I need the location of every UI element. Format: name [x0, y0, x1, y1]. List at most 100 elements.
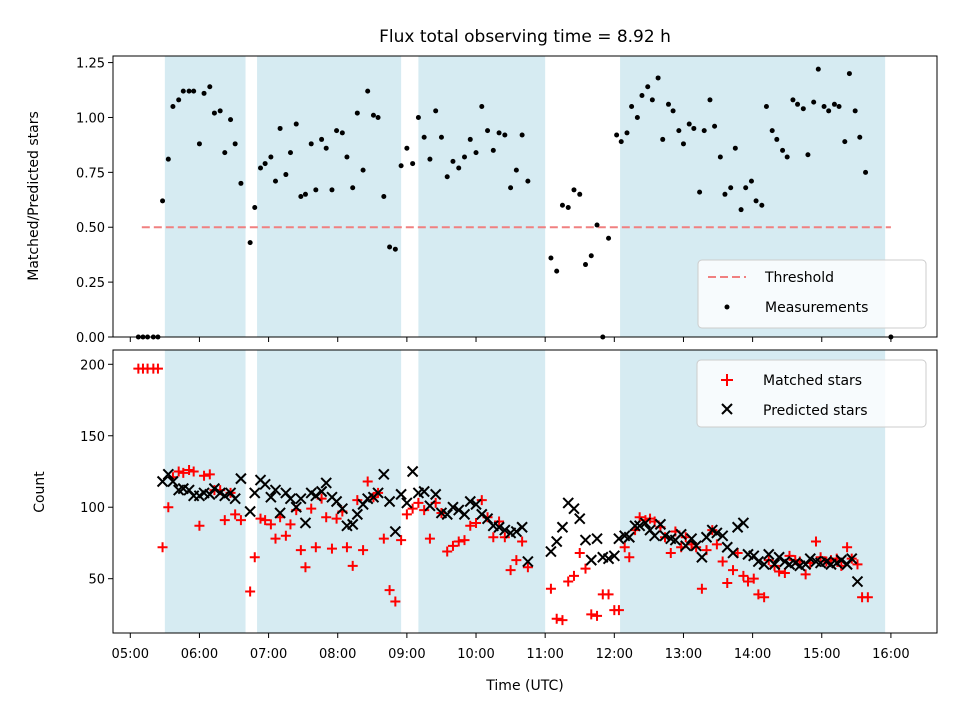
measurement-point [857, 134, 863, 140]
predicted-star-marker [685, 532, 698, 545]
top-y-tick-label: 0.25 [76, 276, 105, 291]
x-tick-label: 06:00 [181, 647, 218, 662]
measurement-point [519, 132, 525, 138]
measurement-point [354, 110, 360, 116]
legend-measurement-swatch [724, 304, 730, 310]
measurement-point [618, 139, 624, 145]
x-tick-label: 14:00 [734, 647, 771, 662]
measurement-point [639, 93, 645, 99]
predicted-star-marker [716, 530, 729, 542]
matched-star-marker [522, 562, 533, 573]
measurement-point [722, 191, 728, 197]
bottom-y-axis-label: Count [32, 471, 48, 513]
predicted-star-marker [602, 552, 615, 565]
measurement-point [180, 88, 186, 94]
matched-star-marker [748, 573, 759, 584]
measurement-point [691, 125, 697, 131]
bottom-legend-box [696, 359, 927, 428]
top-y-tick-label: 1.25 [76, 57, 105, 72]
top-y-tick-label: 0.50 [76, 221, 105, 236]
top-panel-frame [112, 55, 938, 338]
x-tick-label: 16:00 [872, 647, 909, 662]
predicted-star-marker [219, 490, 231, 502]
measurement-point [329, 187, 335, 193]
measurement-point [217, 108, 223, 114]
measurement-point [350, 185, 356, 191]
matched-star-marker [738, 570, 749, 581]
bottom-y-tick-label: 100 [80, 501, 105, 516]
measurement-point [795, 101, 801, 107]
matched-star-marker [378, 533, 389, 544]
measurement-point [427, 156, 433, 162]
bottom-y-tick-label: 50 [88, 573, 105, 588]
measurement-point [207, 84, 213, 90]
matched-star-marker [358, 545, 369, 556]
measurement-point [211, 110, 217, 116]
predicted-star-marker [846, 552, 858, 565]
matched-star-marker [722, 577, 733, 588]
matched-star-marker [419, 505, 430, 516]
measurement-point [831, 101, 837, 107]
matched-star-marker [204, 469, 215, 480]
predicted-star-marker [470, 498, 482, 511]
predicted-star-marker [579, 534, 592, 546]
predicted-star-marker [336, 502, 349, 515]
matched-star-marker [401, 509, 412, 520]
predicted-star-marker [401, 497, 413, 509]
matched-star-marker [842, 542, 853, 553]
matched-star-marker [784, 550, 795, 561]
predicted-star-marker [299, 517, 312, 529]
measurement-point [490, 147, 496, 153]
matched-star-marker [759, 592, 770, 603]
predicted-star-marker [493, 521, 505, 533]
predicted-star-marker [372, 487, 384, 499]
predicted-star-marker [752, 555, 765, 568]
measurement-point [748, 178, 754, 184]
matched-star-marker [505, 565, 516, 576]
matched-star-marker [331, 513, 342, 524]
matched-star-marker [326, 543, 337, 554]
matched-star-marker [499, 532, 510, 543]
predicted-star-marker [429, 488, 442, 501]
measurement-point [712, 123, 718, 129]
matched-star-marker [163, 502, 174, 513]
matched-star-marker [184, 465, 195, 476]
measurement-point [461, 154, 467, 160]
matched-star-marker [753, 589, 764, 600]
matched-star-marker [285, 519, 296, 530]
predicted-star-marker [249, 487, 261, 499]
predicted-star-marker [556, 521, 569, 533]
x-tick-label: 05:00 [112, 647, 149, 662]
measurement-point [805, 152, 811, 158]
matched-star-marker [194, 520, 205, 531]
measurement-point [645, 84, 651, 90]
predicted-star-marker [851, 575, 864, 588]
predicted-star-marker [320, 477, 332, 489]
top-legend: Threshold Measurements [697, 259, 927, 329]
predicted-star-marker [711, 527, 723, 539]
measurement-point [165, 156, 171, 162]
measurement-point [559, 202, 565, 208]
measurement-point [665, 101, 671, 107]
predicted-star-marker [773, 551, 785, 563]
x-tick-label: 07:00 [250, 647, 287, 662]
predicted-star-marker [162, 468, 175, 481]
legend-matched-label: Matched stars [763, 373, 862, 389]
measurement-point [302, 191, 308, 197]
matched-star-marker [424, 533, 435, 544]
measurement-point [272, 178, 278, 184]
matched-star-marker [199, 470, 210, 481]
matched-star-marker [219, 515, 230, 526]
matched-star-marker [551, 613, 562, 624]
legend-threshold-label: Threshold [764, 270, 834, 286]
x-axis-label: Time (UTC) [485, 678, 563, 694]
legend-predicted-label: Predicted stars [763, 403, 868, 419]
measurement-point [277, 125, 283, 131]
matched-star-marker [384, 585, 395, 596]
measurement-point [649, 97, 655, 103]
matched-star-marker [249, 552, 260, 563]
predicted-star-marker [458, 508, 471, 521]
measurement-point [826, 108, 832, 114]
predicted-star-marker [690, 540, 702, 552]
measurement-point [228, 117, 234, 123]
